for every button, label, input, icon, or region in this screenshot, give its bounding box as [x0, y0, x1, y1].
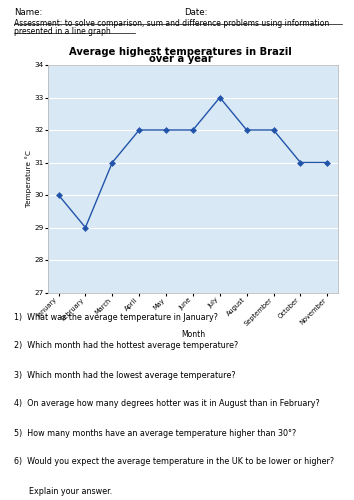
- Text: Explain your answer.: Explain your answer.: [14, 486, 113, 496]
- Text: Average highest temperatures in Brazil: Average highest temperatures in Brazil: [69, 47, 292, 57]
- Text: 1)  What was the average temperature in January?: 1) What was the average temperature in J…: [14, 312, 218, 322]
- Text: Assessment: to solve comparison, sum and difference problems using information: Assessment: to solve comparison, sum and…: [14, 18, 330, 28]
- Text: Date:: Date:: [184, 8, 207, 17]
- Text: presented in a line graph: presented in a line graph: [14, 27, 111, 36]
- Text: 2)  Which month had the hottest average temperature?: 2) Which month had the hottest average t…: [14, 342, 238, 350]
- FancyBboxPatch shape: [9, 38, 350, 305]
- X-axis label: Month: Month: [181, 330, 205, 339]
- Text: 3)  Which month had the lowest average temperature?: 3) Which month had the lowest average te…: [14, 370, 236, 380]
- Text: 6)  Would you expect the average temperature in the UK to be lower or higher?: 6) Would you expect the average temperat…: [14, 458, 334, 466]
- Text: over a year: over a year: [149, 54, 212, 64]
- Text: 5)  How many months have an average temperature higher than 30°?: 5) How many months have an average tempe…: [14, 428, 296, 438]
- Y-axis label: Temperature °C: Temperature °C: [25, 150, 32, 207]
- Text: Name:: Name:: [14, 8, 42, 17]
- Text: 4)  On average how many degrees hotter was it in August than in February?: 4) On average how many degrees hotter wa…: [14, 400, 320, 408]
